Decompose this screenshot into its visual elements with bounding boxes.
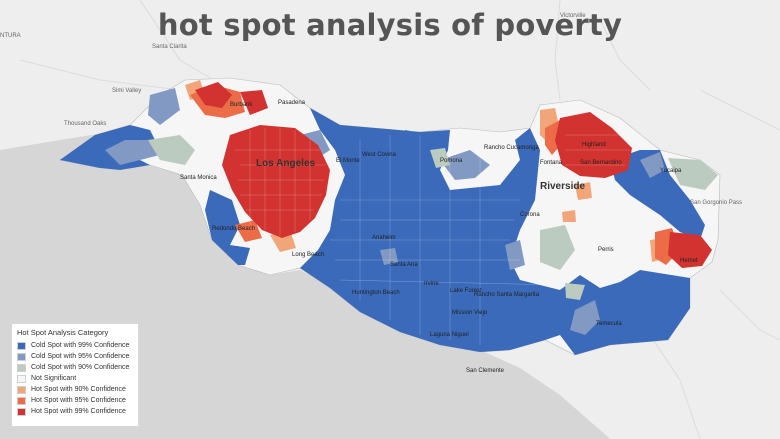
place-label-irvine: Irvine (424, 281, 439, 287)
place-label-hemet: Hemet (680, 258, 698, 264)
legend-swatch (17, 396, 26, 405)
place-label-el-monte: El Monte (336, 158, 360, 164)
legend-items: Cold Spot with 99% Confidence Cold Spot … (17, 340, 133, 417)
place-label-laguna-niguel: Laguna Niguel (430, 332, 469, 338)
legend-item-hot-95: Hot Spot with 95% Confidence (17, 395, 133, 406)
legend-swatch (17, 407, 26, 416)
legend-item-hot-90: Hot Spot with 90% Confidence (17, 384, 133, 395)
legend-item-cold-99: Cold Spot with 99% Confidence (17, 340, 133, 351)
place-label-lake-forest: Lake Forest (450, 288, 482, 294)
legend-label: Cold Spot with 99% Confidence (31, 342, 130, 349)
ocean (0, 132, 610, 439)
place-label-victorville: Victorville (560, 13, 586, 19)
legend-title: Hot Spot Analysis Category (17, 328, 109, 337)
street-texture (235, 128, 630, 345)
place-label-san-bernardino: San Bernardino (580, 160, 622, 166)
legend-item-not-significant: Not Significant (17, 373, 133, 384)
place-label-anaheim: Anaheim (372, 235, 396, 241)
place-label-west-covina: West Covina (362, 152, 396, 158)
place-label-san-clemente: San Clemente (466, 368, 505, 374)
legend-label: Hot Spot with 95% Confidence (31, 397, 126, 404)
page-title: hot spot analysis of poverty (157, 8, 623, 42)
place-label-huntington-beach: Huntington Beach (352, 290, 400, 296)
legend-label: Hot Spot with 99% Confidence (31, 408, 126, 415)
place-label-ventura: NTURA (0, 33, 21, 39)
place-label-rancho-santa-margarita: Rancho Santa Margarita (474, 292, 540, 298)
legend-label: Hot Spot with 90% Confidence (31, 386, 126, 393)
legend-swatch (17, 341, 26, 350)
place-label-simi-valley: Simi Valley (112, 88, 142, 94)
place-label-long-beach: Long Beach (292, 252, 325, 258)
legend-swatch (17, 385, 26, 394)
place-label-thousand-oaks: Thousand Oaks (64, 121, 107, 127)
legend-item-cold-90: Cold Spot with 90% Confidence (17, 362, 133, 373)
place-label-pomona: Pomona (440, 158, 463, 164)
place-label-santa-monica: Santa Monica (180, 175, 217, 181)
legend-swatch (17, 363, 26, 372)
place-label-santa-clarita: Santa Clarita (152, 44, 187, 50)
legend-swatch (17, 374, 26, 383)
place-label-burbank: Burbank (230, 102, 253, 108)
place-label-riverside: Riverside (540, 181, 586, 192)
place-label-pasadena: Pasadena (278, 100, 306, 106)
place-label-san-gorgonio-pass: San Gorgonio Pass (690, 200, 743, 206)
place-label-highland: Highland (582, 142, 606, 148)
hot-spot-99-regions (195, 82, 712, 268)
legend-label: Not Significant (31, 375, 77, 382)
legend-item-hot-99: Hot Spot with 99% Confidence (17, 406, 133, 417)
place-label-corona: Corona (520, 212, 540, 218)
legend-label: Cold Spot with 90% Confidence (31, 364, 130, 371)
place-label-fontana: Fontana (540, 160, 563, 166)
place-label-rancho-cucamonga: Rancho Cucamonga (484, 145, 539, 151)
legend-label: Cold Spot with 95% Confidence (31, 353, 130, 360)
map-legend: Hot Spot Analysis Category Cold Spot wit… (11, 323, 139, 427)
place-label-mission-viejo: Mission Viejo (452, 310, 488, 316)
place-label-temecula: Temecula (596, 321, 622, 327)
place-label-los-angeles: Los Angeles (256, 158, 316, 169)
legend-item-cold-95: Cold Spot with 95% Confidence (17, 351, 133, 362)
place-label-perris: Perris (598, 247, 614, 253)
cold-spot-90-regions (148, 135, 718, 300)
place-label-yucaipa: Yucaipa (660, 168, 682, 174)
place-label-santa-ana: Santa Ana (390, 262, 418, 268)
place-label-redondo-beach: Redondo Beach (212, 226, 256, 232)
legend-swatch (17, 352, 26, 361)
